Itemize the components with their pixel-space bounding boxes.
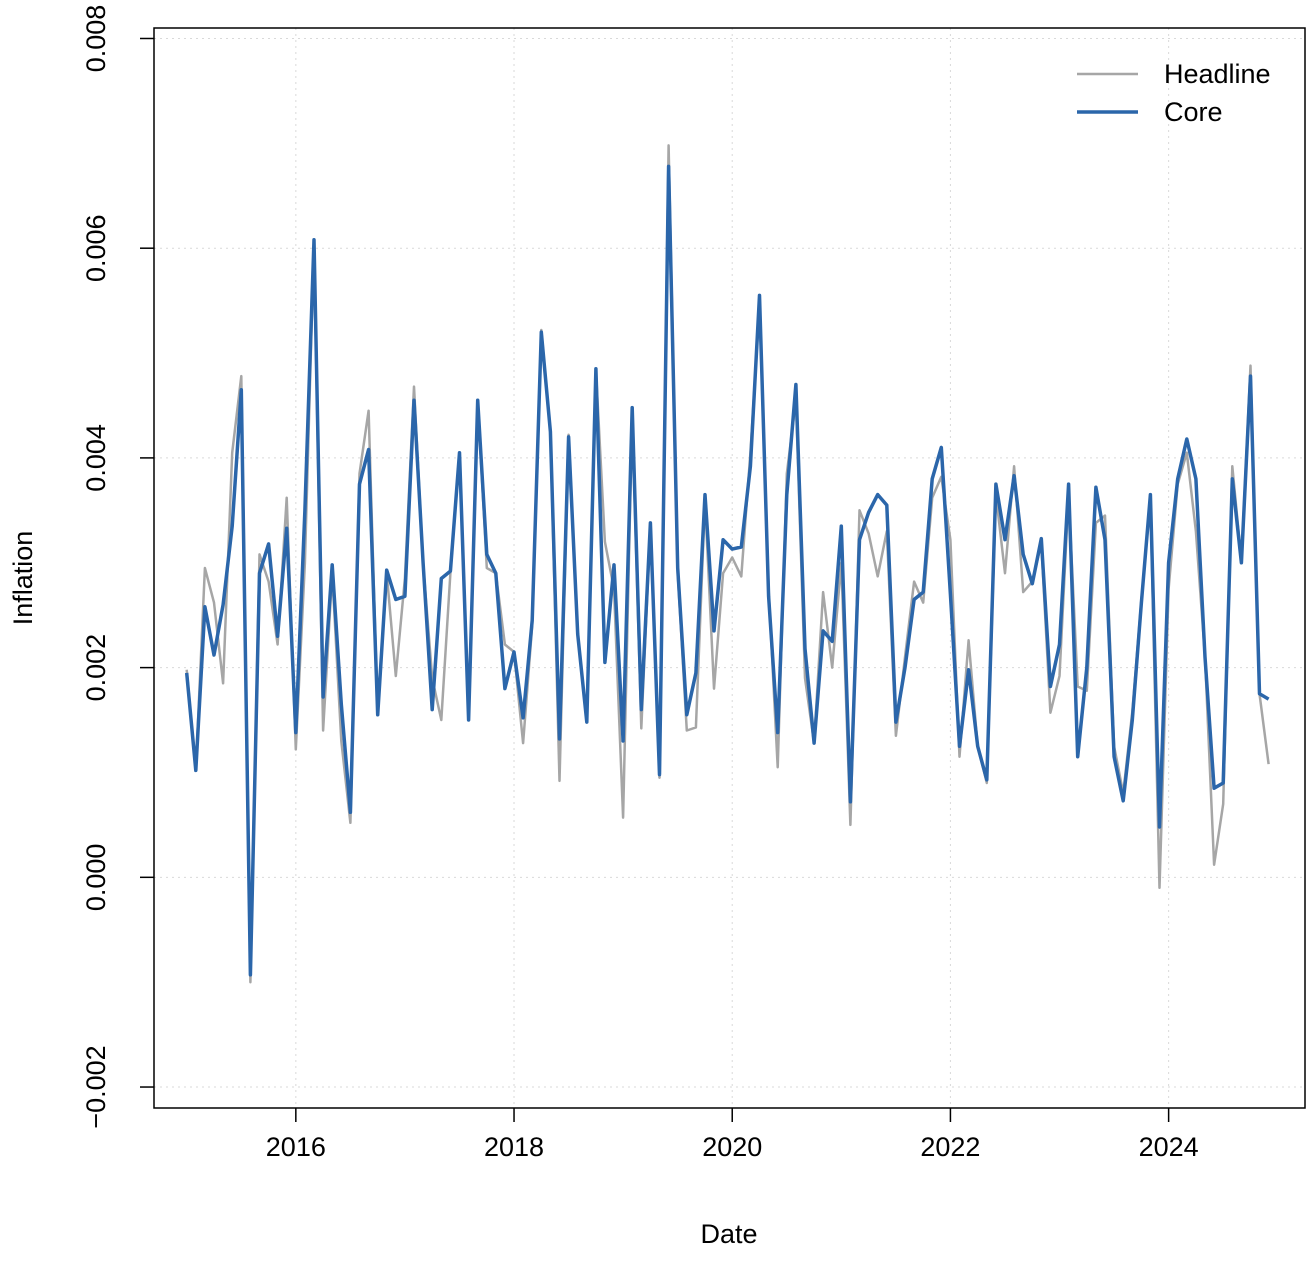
y-tick-label: 0.008: [81, 5, 111, 73]
y-axis-title: Inflation: [8, 531, 38, 626]
x-tick-label: 2024: [1139, 1132, 1199, 1162]
y-tick-label: 0.000: [81, 844, 111, 912]
series-line-core: [184, 164, 1270, 977]
plot-frame: [153, 27, 1306, 1109]
grid: [154, 28, 1305, 1108]
x-tick-label: 2018: [484, 1132, 544, 1162]
x-tick-label: 2016: [266, 1132, 326, 1162]
legend: Headline Core: [1077, 59, 1271, 127]
x-tick-label: 2022: [920, 1132, 980, 1162]
y-tick-label: 0.002: [81, 634, 111, 702]
y-axis: −0.002 0.000 0.002 0.004 0.006 0.008: [81, 5, 154, 1129]
legend-label-core: Core: [1164, 97, 1223, 127]
series-lines: [184, 144, 1270, 984]
y-tick-label: 0.006: [81, 214, 111, 282]
legend-label-headline: Headline: [1164, 59, 1271, 89]
x-axis: 2016 2018 2020 2022 2024: [266, 1108, 1199, 1162]
x-tick-label: 2020: [702, 1132, 762, 1162]
y-tick-label: −0.002: [81, 1045, 111, 1128]
x-axis-title: Date: [700, 1219, 757, 1249]
y-tick-label: 0.004: [81, 424, 111, 492]
